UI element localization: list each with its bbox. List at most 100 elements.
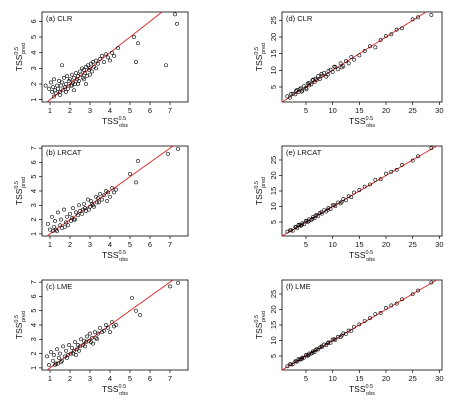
data-point	[416, 288, 420, 293]
data-point	[307, 83, 312, 88]
data-point	[410, 158, 415, 163]
data-point	[58, 351, 62, 356]
data-point	[310, 217, 315, 221]
data-point	[373, 177, 378, 182]
data-point	[394, 301, 399, 306]
data-point	[51, 85, 55, 90]
data-point	[60, 226, 64, 231]
y-tick-label: 15	[269, 49, 278, 57]
data-point	[349, 55, 354, 59]
data-point	[389, 303, 394, 308]
x-tick-label: 10	[328, 240, 336, 249]
panel-1: 1 2 3 4 5 6 7 1 2 3 4 5 6 (a) CLR TSS0.5 obs TSS0.5pred	[14, 11, 189, 129]
data-point	[349, 328, 354, 333]
x-tick-label: 15	[355, 240, 363, 249]
data-point	[378, 38, 383, 42]
x-axis-label: TSS0.5 obs	[102, 250, 128, 263]
data-point	[81, 207, 85, 212]
data-point	[74, 71, 78, 75]
data-point	[64, 220, 68, 225]
panel-title: (d) CLR	[286, 14, 313, 23]
y-tick-label: 25	[269, 16, 278, 24]
y-tick-label: 7	[29, 280, 38, 284]
data-point	[95, 200, 99, 205]
data-point	[50, 214, 54, 219]
data-point	[57, 355, 61, 360]
data-point	[339, 199, 344, 204]
x-axis-label: TSS0.5 obs	[102, 384, 128, 397]
x-axis-label: TSS0.5 obs	[349, 384, 375, 397]
x-tick-label: 10	[328, 106, 336, 115]
data-point	[313, 76, 318, 81]
y-tick-label: 20	[269, 171, 278, 179]
data-point	[394, 167, 399, 172]
x-tick-label: 15	[355, 374, 363, 383]
y-tick-label: 5	[29, 175, 38, 179]
data-point	[301, 355, 306, 360]
data-point	[325, 207, 330, 212]
data-point	[339, 65, 344, 70]
data-point	[114, 187, 118, 192]
y-tick-label: 5	[269, 354, 278, 358]
data-point	[320, 345, 324, 349]
data-point	[71, 206, 75, 211]
x-tick-label: 5	[128, 106, 132, 115]
data-point	[384, 34, 388, 38]
panel-title: (f) LME	[286, 282, 311, 291]
y-tick-label: 6	[29, 294, 38, 298]
data-point	[299, 223, 304, 228]
data-point	[106, 325, 110, 330]
data-point	[317, 77, 322, 81]
data-point	[68, 77, 72, 82]
data-point	[108, 58, 112, 63]
data-point	[86, 63, 90, 68]
data-point	[313, 213, 318, 218]
y-tick-label: 2	[29, 217, 38, 221]
data-point	[50, 89, 54, 94]
data-point	[76, 82, 80, 86]
plot-frame	[281, 11, 443, 103]
data-point	[110, 186, 114, 191]
data-point	[61, 344, 65, 349]
x-tick-label: 20	[382, 106, 390, 115]
y-tick-label: 6	[29, 19, 38, 23]
x-axis-label: TSS0.5 obs	[102, 116, 128, 129]
x-tick-label: 25	[408, 106, 416, 115]
x-tick-label: 6	[148, 240, 152, 249]
y-axis-label: TSS0.5pred	[14, 311, 27, 339]
data-point	[400, 297, 404, 302]
y-tick-label: 3	[29, 66, 38, 70]
data-point	[332, 64, 337, 69]
y-tick-label: 3	[29, 203, 38, 207]
x-tick-label: 5	[304, 240, 308, 249]
data-point	[313, 348, 318, 353]
data-point	[51, 358, 55, 363]
data-point	[47, 363, 51, 367]
data-point	[322, 342, 327, 347]
data-point	[299, 89, 304, 94]
data-point	[136, 41, 140, 46]
data-point	[86, 197, 90, 202]
data-point	[349, 195, 354, 200]
data-point	[114, 323, 118, 327]
data-point	[59, 217, 63, 222]
data-point	[285, 364, 290, 369]
data-point	[97, 200, 101, 205]
data-point	[78, 209, 82, 213]
x-tick-label: 3	[88, 374, 92, 383]
data-point	[110, 50, 114, 55]
data-point	[58, 223, 62, 228]
data-point	[362, 319, 367, 323]
x-tick-label: 25	[408, 240, 416, 249]
data-point	[362, 49, 367, 53]
data-point	[77, 348, 81, 353]
data-point	[346, 61, 351, 66]
x-tick-label: 20	[382, 240, 390, 249]
data-point	[98, 325, 102, 330]
data-point	[93, 330, 97, 335]
y-tick-label: 10	[269, 336, 278, 344]
data-point	[106, 55, 110, 60]
data-point	[88, 331, 92, 336]
data-point	[304, 353, 309, 358]
data-point	[136, 159, 140, 163]
